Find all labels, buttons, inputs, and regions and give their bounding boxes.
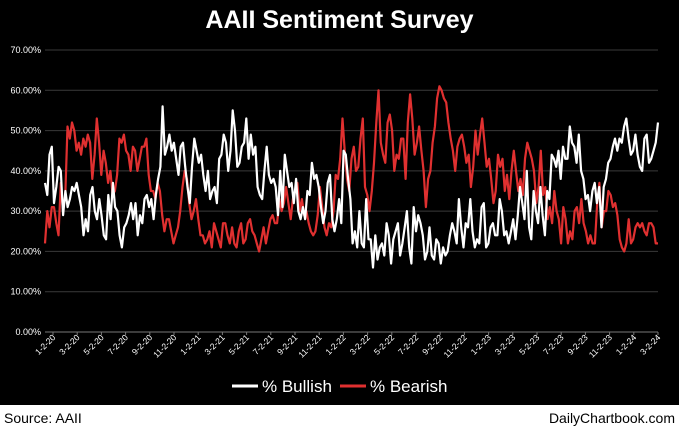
x-tick-label: 3-2-24 [638,332,663,357]
site-label: DailyChartbook.com [548,410,675,426]
x-tick-label: 7-2-22 [396,332,421,357]
x-tick-label: 1-2-24 [614,332,639,357]
footer: Source: AAII DailyChartbook.com [0,405,679,432]
y-tick-label: 70.00% [10,45,41,55]
x-tick-label: 5-2-21 [227,332,252,357]
x-tick-label: 7-2-21 [251,332,276,357]
x-tick-label: 1-2-22 [323,332,348,357]
y-tick-label: 40.00% [10,166,41,176]
grid-lines [45,49,658,333]
x-tick-label: 5-2-22 [372,332,397,357]
source-label: Source: AAII [4,410,82,426]
x-tick-label: 11-2-23 [587,332,615,360]
y-tick-label: 50.00% [10,126,41,136]
x-tick-label: 11-2-20 [151,332,179,360]
x-tick-label: 3-2-23 [493,332,518,357]
x-tick-label: 1-2-21 [178,332,203,357]
y-tick-label: 60.00% [10,85,41,95]
x-tick-label: 1-2-23 [469,332,494,357]
x-tick-label: 5-2-23 [517,332,542,357]
x-tick-label: 3-2-21 [202,332,227,357]
x-tick-label: 7-2-20 [106,332,131,357]
x-tick-label: 3-2-22 [348,332,373,357]
x-tick-label: 5-2-20 [81,332,106,357]
series-bullish-line [43,105,660,269]
chart-title: AAII Sentiment Survey [205,6,474,34]
x-tick-label: 11-2-22 [441,332,469,360]
chart-frame: AAII Sentiment Survey 0.00% 10.00% 20.00% 3… [10,6,663,396]
x-tick-label: 3-2-20 [57,332,82,357]
x-tick-label: 7-2-23 [541,332,566,357]
series-bearish-line [43,85,658,253]
legend-bullish-label: % Bullish [262,377,332,396]
y-tick-label: 0.00% [15,327,41,337]
series-lines [43,85,660,269]
legend-bearish-label: % Bearish [370,377,447,396]
x-tick-label: 11-2-21 [296,332,324,360]
y-tick-label: 20.00% [10,246,41,256]
y-axis-ticks: 0.00% 10.00% 20.00% 30.00% 40.00% 50.00% 60.00… [10,45,41,337]
legend: % Bullish % Bearish [232,377,447,396]
y-tick-label: 30.00% [10,206,41,216]
y-tick-label: 10.00% [10,287,41,297]
chart-svg: 0.00% 10.00% 20.00% 30.00% 40.00% 50.00% 60.00… [10,45,663,396]
